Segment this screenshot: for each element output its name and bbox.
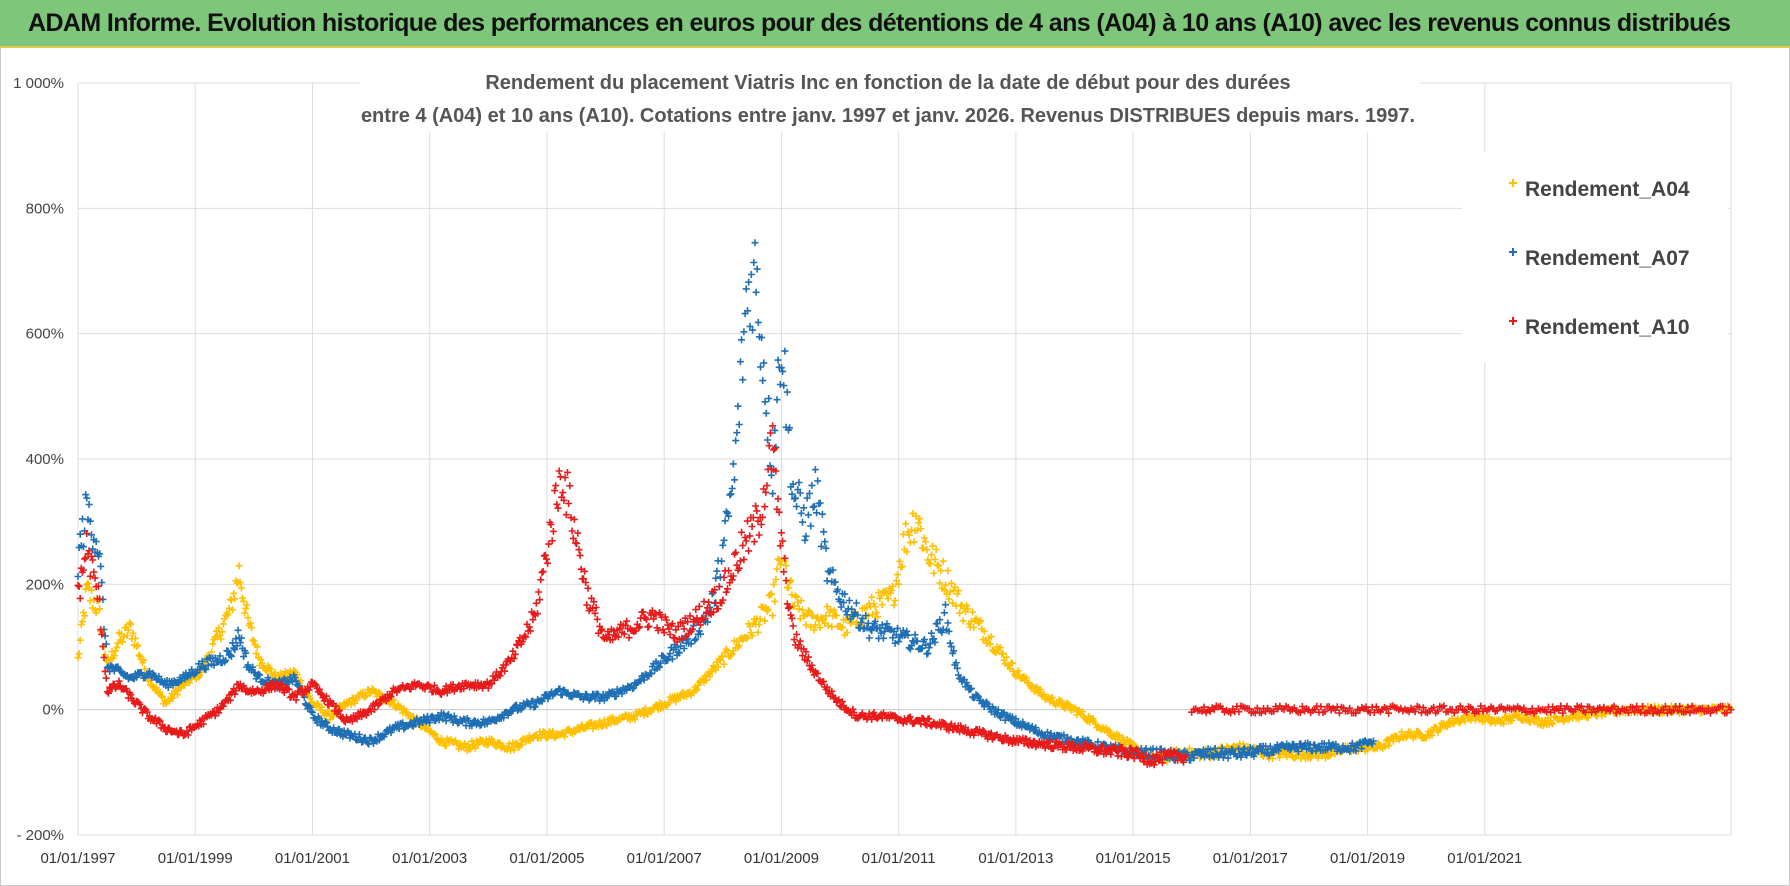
legend-marker-a10 bbox=[1509, 317, 1517, 325]
y-tick-label: 200% bbox=[26, 576, 64, 593]
chart-title-line-1: Rendement du placement Viatris Inc en fo… bbox=[485, 72, 1290, 94]
x-tick-label: 01/01/2007 bbox=[627, 850, 702, 867]
page-title: ADAM Informe. Evolution historique des p… bbox=[28, 9, 1731, 37]
legend: Rendement_A04 Rendement_A07 Rendement_A1… bbox=[1462, 152, 1728, 362]
header-banner: ADAM Informe. Evolution historique des p… bbox=[0, 0, 1790, 48]
x-tick-label: 01/01/2009 bbox=[744, 850, 819, 867]
x-tick-label: 01/01/2013 bbox=[978, 850, 1053, 867]
legend-item-a04: Rendement_A04 bbox=[1509, 178, 1690, 201]
series-markers bbox=[1188, 702, 1735, 717]
x-tick-label: 01/01/2005 bbox=[509, 850, 584, 867]
x-tick-label: 01/01/2021 bbox=[1447, 850, 1522, 867]
x-tick-label: 01/01/2001 bbox=[275, 850, 350, 867]
x-tick-label: 01/01/2015 bbox=[1096, 850, 1171, 867]
series-rendement-a10 bbox=[74, 422, 1190, 769]
axis-ticks: 1 000% 800% 600% 400% 200% 0% - 200% 01/01/1997… bbox=[13, 75, 1522, 867]
legend-item-a07: Rendement_A07 bbox=[1509, 247, 1690, 270]
x-tick-label: 01/01/1999 bbox=[158, 850, 233, 867]
y-tick-label: 1 000% bbox=[13, 75, 64, 92]
chart-title-background bbox=[360, 70, 1420, 132]
y-tick-label: - 200% bbox=[16, 827, 64, 844]
legend-label-a07: Rendement_A07 bbox=[1525, 247, 1690, 270]
y-tick-label: 600% bbox=[26, 326, 64, 343]
legend-label-a10: Rendement_A10 bbox=[1525, 316, 1690, 339]
series-rendement-a10-flat bbox=[1188, 702, 1735, 717]
legend-background bbox=[1462, 152, 1728, 362]
x-tick-label: 01/01/2019 bbox=[1330, 850, 1405, 867]
y-tick-label: 400% bbox=[26, 451, 64, 468]
y-tick-label: 0% bbox=[42, 702, 64, 719]
x-tick-label: 01/01/1997 bbox=[40, 850, 115, 867]
legend-marker-a07 bbox=[1509, 248, 1517, 256]
x-tick-label: 01/01/2017 bbox=[1213, 850, 1288, 867]
chart-title-line-2: entre 4 (A04) et 10 ans (A10). Cotations… bbox=[361, 105, 1415, 127]
series-markers bbox=[74, 422, 1190, 769]
x-tick-label: 01/01/2011 bbox=[862, 850, 936, 867]
y-tick-label: 800% bbox=[26, 200, 64, 217]
legend-marker-a04 bbox=[1509, 179, 1517, 187]
x-tick-label: 01/01/2003 bbox=[392, 850, 467, 867]
legend-label-a04: Rendement_A04 bbox=[1525, 178, 1690, 201]
plot-area bbox=[74, 239, 1735, 769]
legend-item-a10: Rendement_A10 bbox=[1509, 316, 1690, 339]
